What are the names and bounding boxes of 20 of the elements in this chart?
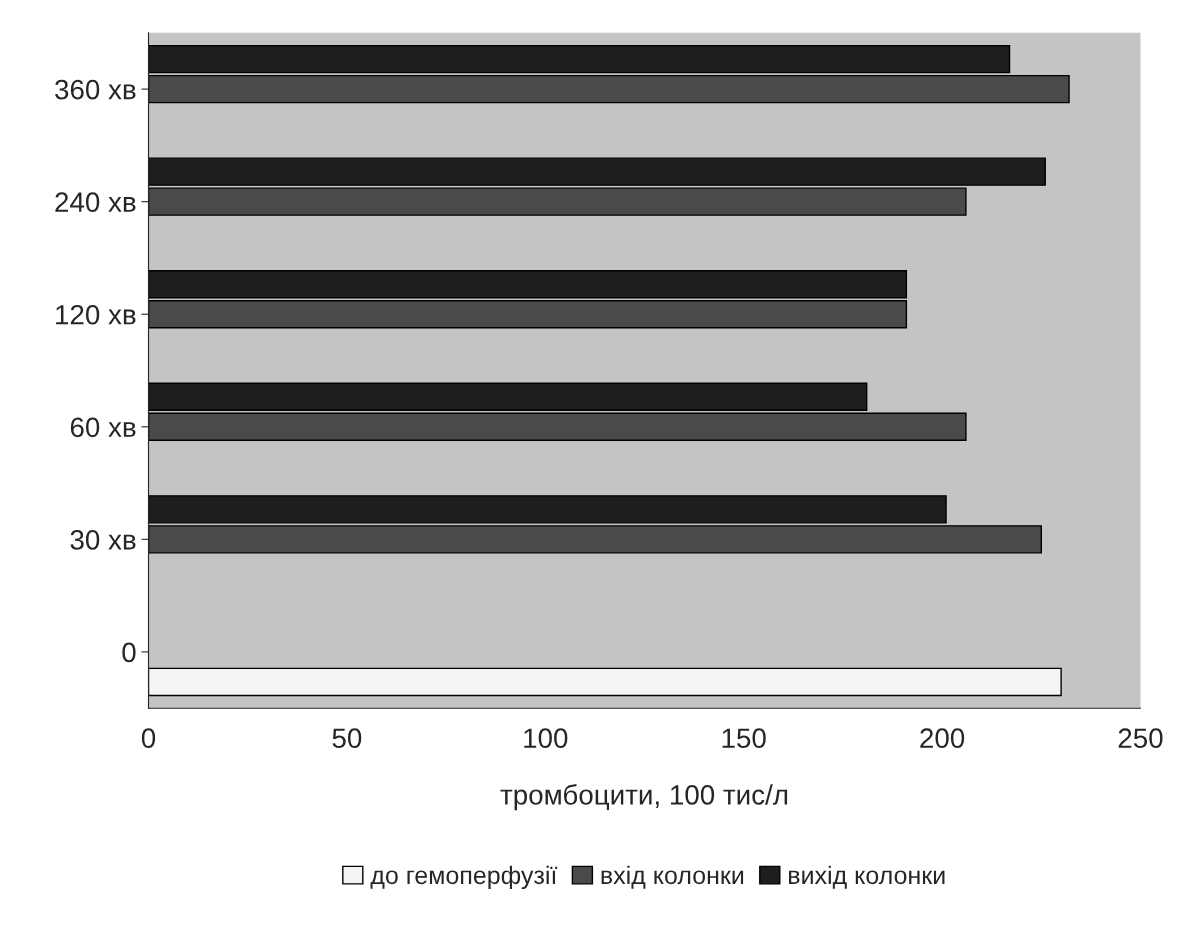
y-tick-label: 120 хв [56, 304, 136, 325]
x-tick-label: 100 [524, 728, 568, 749]
y-tick-label: 0 [122, 642, 136, 663]
x-tick-label: 50 [332, 728, 362, 749]
x-axis-title: тромбоцити, 100 тис/л [500, 784, 788, 811]
x-tick-label: 200 [920, 728, 965, 749]
x-tick-label: 250 [1118, 728, 1163, 749]
bar [148, 412, 967, 441]
legend-label: вихід колонки [789, 865, 945, 889]
y-tick-label: 60 хв [70, 417, 136, 438]
bar [148, 300, 908, 329]
bar [148, 74, 1070, 104]
legend-label: до гемоперфузії [370, 865, 558, 890]
y-tick-label: 30 хв [70, 530, 136, 550]
y-tick-label: 240 хв [55, 192, 136, 213]
x-tick-label: 0 [141, 728, 156, 749]
y-tick-label: 360 хв [55, 79, 136, 100]
legend-label: вхід колонки [601, 865, 744, 889]
bar [148, 667, 1062, 697]
x-tick-label: 150 [722, 728, 766, 749]
